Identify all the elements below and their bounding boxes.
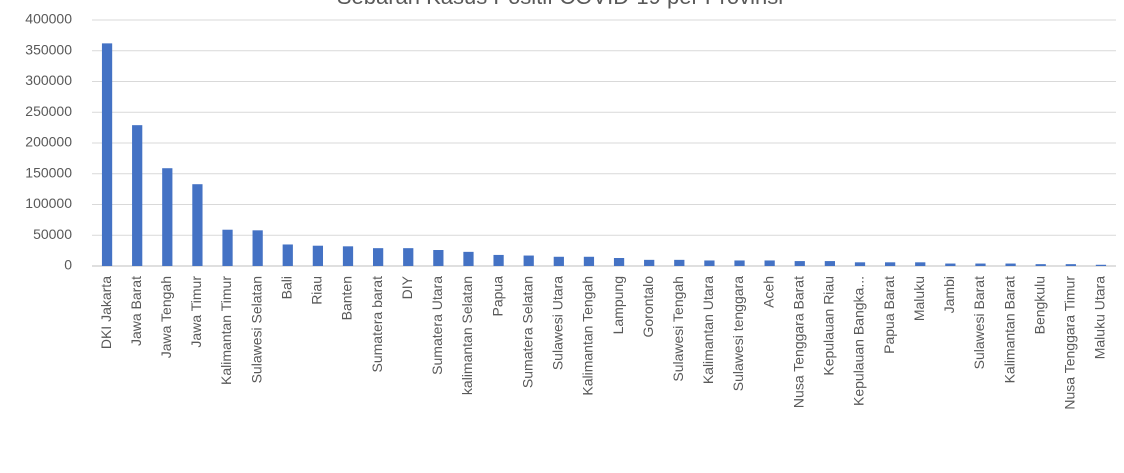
x-tick-label: Riau xyxy=(309,276,325,305)
x-tick-label: Sumatera barat xyxy=(369,276,385,373)
bar xyxy=(1095,264,1107,266)
bar xyxy=(1035,264,1046,266)
x-tick-label: Jawa Timur xyxy=(188,276,204,348)
bar xyxy=(403,248,414,266)
x-tick-label: Kalimantan Tengah xyxy=(580,276,596,396)
x-tick-label: DKI Jakarta xyxy=(98,276,114,349)
bar xyxy=(162,168,173,266)
bar xyxy=(222,229,233,266)
bar xyxy=(583,256,595,266)
x-tick-label: kalimantan Selatan xyxy=(459,276,475,395)
x-tick-label: DIY xyxy=(399,275,415,299)
x-tick-label: Sumatera Utara xyxy=(429,276,445,375)
x-tick-label: Nusa Tenggara Timur xyxy=(1062,276,1078,410)
x-tick-label: Kalimantan Utara xyxy=(700,276,716,384)
y-tick-label: 350000 xyxy=(25,41,72,57)
x-tick-label: Bengkulu xyxy=(1031,276,1047,334)
y-tick-label: 200000 xyxy=(25,134,72,150)
bar xyxy=(493,254,504,266)
x-tick-label: Papua xyxy=(489,276,505,317)
x-tick-label: Nusa Tenggara Barat xyxy=(790,276,806,408)
bar xyxy=(342,246,354,266)
x-tick-label: Papua Barat xyxy=(881,276,897,354)
bar xyxy=(252,230,263,266)
y-tick-label: 0 xyxy=(64,257,72,273)
bar xyxy=(764,260,775,266)
x-tick-label: Jambi xyxy=(941,276,957,313)
bar xyxy=(192,184,203,266)
bar xyxy=(463,251,474,266)
bar xyxy=(915,262,926,266)
bar xyxy=(132,125,143,266)
x-tick-label: Sulawesi Tengah xyxy=(670,276,686,382)
x-tick-label: Banten xyxy=(339,276,355,320)
bar xyxy=(282,244,293,266)
bar xyxy=(884,262,896,266)
bar xyxy=(101,43,113,267)
bar xyxy=(854,262,866,266)
bar xyxy=(945,263,956,266)
bar xyxy=(1065,264,1076,266)
x-tick-label: Jawa Barat xyxy=(128,276,144,346)
bar xyxy=(553,256,564,266)
x-tick-label: Jawa Tengah xyxy=(158,276,174,358)
bar xyxy=(644,259,655,266)
x-tick-label: Sulawesi Selatan xyxy=(248,276,264,383)
bar xyxy=(433,250,444,266)
x-tick-label: Sulawesi Utara xyxy=(550,276,566,370)
x-tick-label: Sulawesi tenggara xyxy=(730,276,746,391)
y-tick-label: 400000 xyxy=(25,11,72,27)
y-tick-label: 150000 xyxy=(25,164,72,180)
x-tick-label: Kepulauan Riau xyxy=(821,276,837,376)
bar xyxy=(975,263,986,266)
bar xyxy=(734,260,745,266)
chart-title: Sebaran Kasus Positif COVID-19 per Provi… xyxy=(337,0,783,9)
bar xyxy=(824,261,836,266)
x-tick-label: Gorontalo xyxy=(640,276,656,338)
y-tick-label: 250000 xyxy=(25,103,72,119)
bar xyxy=(704,260,715,266)
bar xyxy=(312,245,324,266)
x-tick-label: Sumatera Selatan xyxy=(519,276,535,388)
x-tick-label: Kalimantan Timur xyxy=(218,276,234,385)
x-tick-label: Lampung xyxy=(610,276,626,334)
x-tick-label: Aceh xyxy=(760,276,776,308)
y-tick-label: 100000 xyxy=(25,195,72,211)
bar xyxy=(523,255,534,266)
y-tick-label: 300000 xyxy=(25,72,72,88)
bar xyxy=(794,261,805,266)
bar xyxy=(674,259,685,266)
x-tick-label: Sulawesi Barat xyxy=(971,276,987,369)
x-tick-label: Maluku xyxy=(911,276,927,321)
bar xyxy=(1005,263,1016,266)
y-tick-label: 50000 xyxy=(33,226,72,242)
x-tick-label: Maluku Utara xyxy=(1092,276,1108,359)
bar xyxy=(613,258,625,266)
x-tick-label: Kepulauan Bangka... xyxy=(851,276,867,406)
bar xyxy=(372,248,384,266)
x-tick-label: Kalimantan Barat xyxy=(1001,276,1017,384)
x-tick-label: Bali xyxy=(278,276,294,299)
